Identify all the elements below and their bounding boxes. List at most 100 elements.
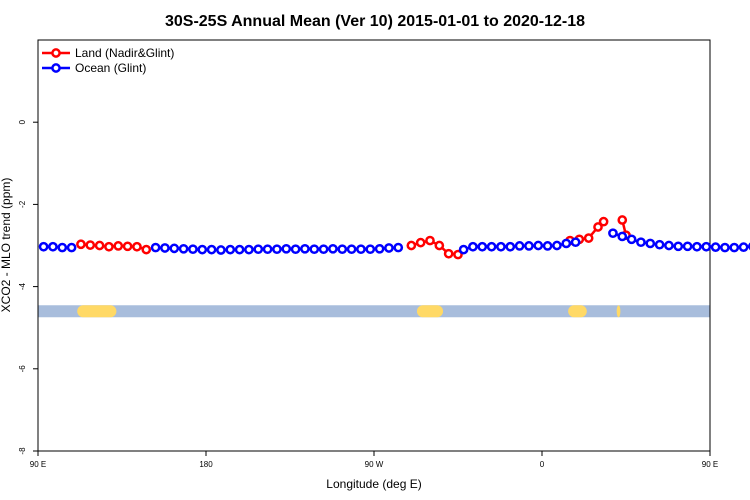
- data-point: [234, 244, 245, 255]
- data-point: [318, 244, 329, 255]
- data-point: [281, 243, 292, 254]
- data-point: [593, 222, 603, 232]
- y-tick-label: -8: [18, 447, 27, 455]
- data-point: [384, 243, 394, 253]
- data-point: [617, 231, 628, 242]
- data-point: [533, 240, 544, 251]
- data-point: [216, 245, 226, 255]
- data-point: [468, 241, 478, 252]
- data-point: [85, 240, 96, 250]
- data-point: [244, 244, 254, 255]
- land-band: [568, 305, 587, 318]
- data-point: [654, 239, 665, 250]
- data-point: [225, 244, 236, 255]
- data-point: [48, 241, 58, 252]
- data-point: [570, 237, 581, 248]
- x-tick-label: 180: [199, 460, 213, 469]
- data-point: [453, 249, 463, 260]
- data-point: [710, 242, 721, 252]
- data-point: [253, 244, 264, 255]
- data-point: [337, 244, 348, 255]
- data-point: [626, 234, 637, 245]
- legend-marker: [51, 63, 61, 73]
- data-point: [113, 241, 124, 251]
- data-point: [738, 242, 749, 252]
- data-point: [486, 241, 497, 252]
- data-point: [57, 242, 68, 253]
- y-tick-label: 0: [18, 119, 27, 124]
- data-point: [617, 215, 628, 225]
- data-point: [477, 241, 488, 252]
- data-point: [328, 243, 338, 254]
- data-point: [197, 244, 208, 255]
- x-tick-label: 90 W: [365, 460, 384, 469]
- x-tick-label: 90 E: [30, 460, 46, 469]
- data-point: [262, 244, 273, 255]
- data-point: [94, 240, 105, 251]
- data-point: [583, 233, 594, 243]
- series-ocean: [38, 228, 750, 255]
- data-point: [374, 243, 385, 254]
- data-point: [636, 237, 646, 248]
- data-point: [664, 240, 674, 251]
- data-point: [673, 241, 684, 252]
- data-point: [524, 241, 534, 251]
- land-ocean-bar: [38, 305, 710, 318]
- data-point: [66, 242, 77, 253]
- legend: Land (Nadir&Glint)Ocean (Glint): [42, 46, 174, 75]
- data-point: [608, 228, 618, 239]
- data-point: [104, 241, 114, 252]
- data-point: [458, 244, 469, 255]
- x-tick-label: 90 E: [702, 460, 718, 469]
- data-point: [206, 244, 217, 255]
- land-band: [616, 305, 621, 318]
- data-point: [76, 239, 86, 250]
- data-point: [720, 242, 730, 253]
- data-point: [496, 241, 506, 252]
- ocean-band: [38, 305, 710, 318]
- data-point: [406, 240, 417, 251]
- series-land: [76, 215, 631, 260]
- y-tick-label: -2: [18, 200, 27, 208]
- legend-label: Ocean (Glint): [75, 61, 146, 75]
- data-point: [505, 241, 516, 252]
- legend-marker: [51, 48, 61, 58]
- data-point: [141, 244, 152, 255]
- land-band: [77, 305, 117, 318]
- data-point: [434, 240, 445, 251]
- data-point: [346, 244, 357, 255]
- data-point: [645, 238, 656, 249]
- data-point: [178, 243, 189, 254]
- data-point: [598, 216, 609, 227]
- data-point: [132, 241, 142, 252]
- data-point: [692, 241, 702, 252]
- x-tick-label: 0: [540, 460, 545, 469]
- data-point: [701, 241, 712, 252]
- y-tick-label: -4: [18, 282, 27, 290]
- data-point: [682, 241, 693, 252]
- land-band: [416, 305, 444, 318]
- data-point: [272, 244, 282, 255]
- data-point: [415, 237, 426, 248]
- series-group: [38, 215, 750, 260]
- x-axis: 90 E 180 90 W 0 90 E: [30, 451, 718, 469]
- data-point: [356, 244, 366, 255]
- y-axis-label: XCO2 - MLO trend (ppm): [0, 178, 13, 313]
- data-point: [300, 243, 310, 254]
- data-point: [122, 241, 133, 252]
- data-point: [552, 240, 562, 251]
- data-point: [160, 243, 170, 253]
- data-point: [542, 241, 553, 251]
- data-point: [443, 248, 454, 259]
- data-point: [290, 244, 301, 255]
- data-point: [729, 242, 740, 253]
- data-point: [309, 244, 320, 255]
- data-point: [38, 241, 49, 252]
- data-point: [514, 241, 525, 251]
- legend-label: Land (Nadir&Glint): [75, 46, 174, 60]
- data-point: [188, 244, 198, 255]
- chart-title: 30S-25S Annual Mean (Ver 10) 2015-01-01 …: [165, 13, 585, 30]
- y-tick-label: -6: [18, 365, 27, 373]
- data-point: [365, 244, 376, 255]
